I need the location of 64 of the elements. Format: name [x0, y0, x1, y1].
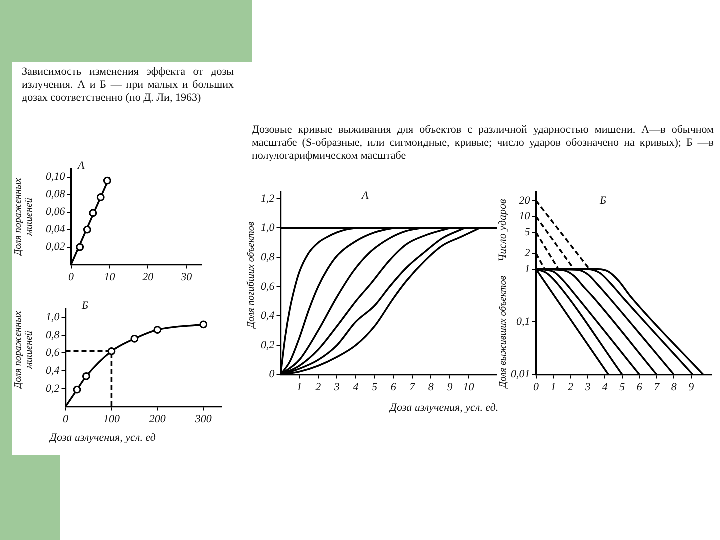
- y-tick-label: 0,6: [261, 280, 276, 293]
- x-tick-label: 10: [463, 381, 475, 394]
- x-tick-label: 30: [180, 271, 193, 284]
- y-tick-label: 0,01: [511, 368, 530, 381]
- x-tick-label: 9: [447, 381, 454, 394]
- y-tick-label: 1,0: [261, 222, 276, 234]
- x-tick-label: 2: [316, 381, 322, 394]
- x-tick-label: 6: [636, 381, 643, 394]
- x-axis-title: Доза излучения, усл. ед: [50, 432, 156, 444]
- x-tick-label: 9: [688, 381, 695, 394]
- x-tick-label: 7: [410, 381, 416, 394]
- y-tick-label: 0,2: [46, 382, 60, 395]
- y-tick-label: 0,4: [46, 364, 60, 377]
- annotation: Б: [82, 300, 88, 312]
- x-axis-title: Доза излучения, усл. ед.: [390, 402, 499, 414]
- y-tick-label: 20: [519, 194, 531, 207]
- y-tick-label: 0: [269, 368, 276, 381]
- x-tick-label: 4: [602, 381, 608, 394]
- x-tick-label: 3: [333, 381, 340, 394]
- y-axis-title: Доля пораженных мишеней: [13, 310, 35, 392]
- y-tick-label: 0,8: [261, 251, 276, 264]
- annotation: A: [78, 160, 85, 172]
- x-tick-label: 7: [654, 381, 660, 394]
- x-tick-label: 0: [534, 381, 540, 394]
- y-tick-label: 0,02: [46, 241, 66, 254]
- y-tick-label: 0,4: [261, 310, 276, 322]
- chart-title: Дозовые кривые выживания для объектов с различной ударностью мишени. А—в обычном масштабе (S-образные, или сигмоидные, кривые; число ударов обозначено на кривых); Б —в полулогарифмическом масштабе: [252, 124, 714, 163]
- x-tick-label: 8: [428, 381, 434, 394]
- annotation: Число ударов: [497, 199, 509, 262]
- y-tick-label: 1,2: [261, 192, 276, 205]
- y-axis-title: Доля пораженных мишеней: [13, 177, 35, 258]
- x-tick-label: 100: [103, 413, 120, 426]
- y-tick-label: 1: [524, 263, 530, 276]
- y-tick-label: 0,1: [516, 316, 530, 328]
- x-tick-label: 6: [390, 381, 397, 394]
- chart-title: Зависимость изменения эффекта от дозы излучения. А и Б — при малых и больших дозах соответственно (по Д. Ли, 1963): [22, 66, 234, 105]
- y-axis-title: Доля погибших объектов: [246, 220, 257, 331]
- y-tick-label: 0,6: [46, 347, 60, 360]
- x-tick-label: 1: [296, 381, 302, 394]
- y-tick-label: 1,0: [46, 311, 60, 324]
- y-tick-label: 0,2: [261, 339, 276, 352]
- y-tick-label: 0,04: [46, 224, 66, 236]
- x-tick-label: 5: [372, 381, 378, 394]
- x-tick-label: 200: [149, 413, 166, 426]
- x-tick-label: 2: [568, 381, 574, 394]
- y-tick-label: 5: [524, 226, 531, 238]
- x-tick-label: 1: [550, 381, 556, 394]
- x-tick-label: 8: [671, 381, 678, 394]
- x-tick-label: 10: [104, 271, 116, 284]
- y-axis-title: Доля выживших объектов: [498, 274, 509, 391]
- x-tick-label: 5: [620, 381, 626, 394]
- y-tick-label: 10: [519, 210, 531, 223]
- y-tick-label: 0,06: [46, 206, 66, 218]
- y-tick-label: 0,8: [46, 329, 60, 342]
- annotation: Б: [600, 195, 606, 207]
- x-tick-label: 300: [194, 413, 212, 426]
- y-tick-label: 0,08: [46, 188, 66, 201]
- x-tick-label: 3: [584, 381, 592, 394]
- x-tick-label: 0: [68, 271, 74, 284]
- x-tick-label: 4: [353, 381, 360, 394]
- y-tick-label: 0,10: [46, 171, 66, 184]
- annotation: A: [362, 190, 369, 202]
- x-tick-label: 20: [142, 271, 154, 284]
- y-tick-label: 2: [524, 247, 531, 260]
